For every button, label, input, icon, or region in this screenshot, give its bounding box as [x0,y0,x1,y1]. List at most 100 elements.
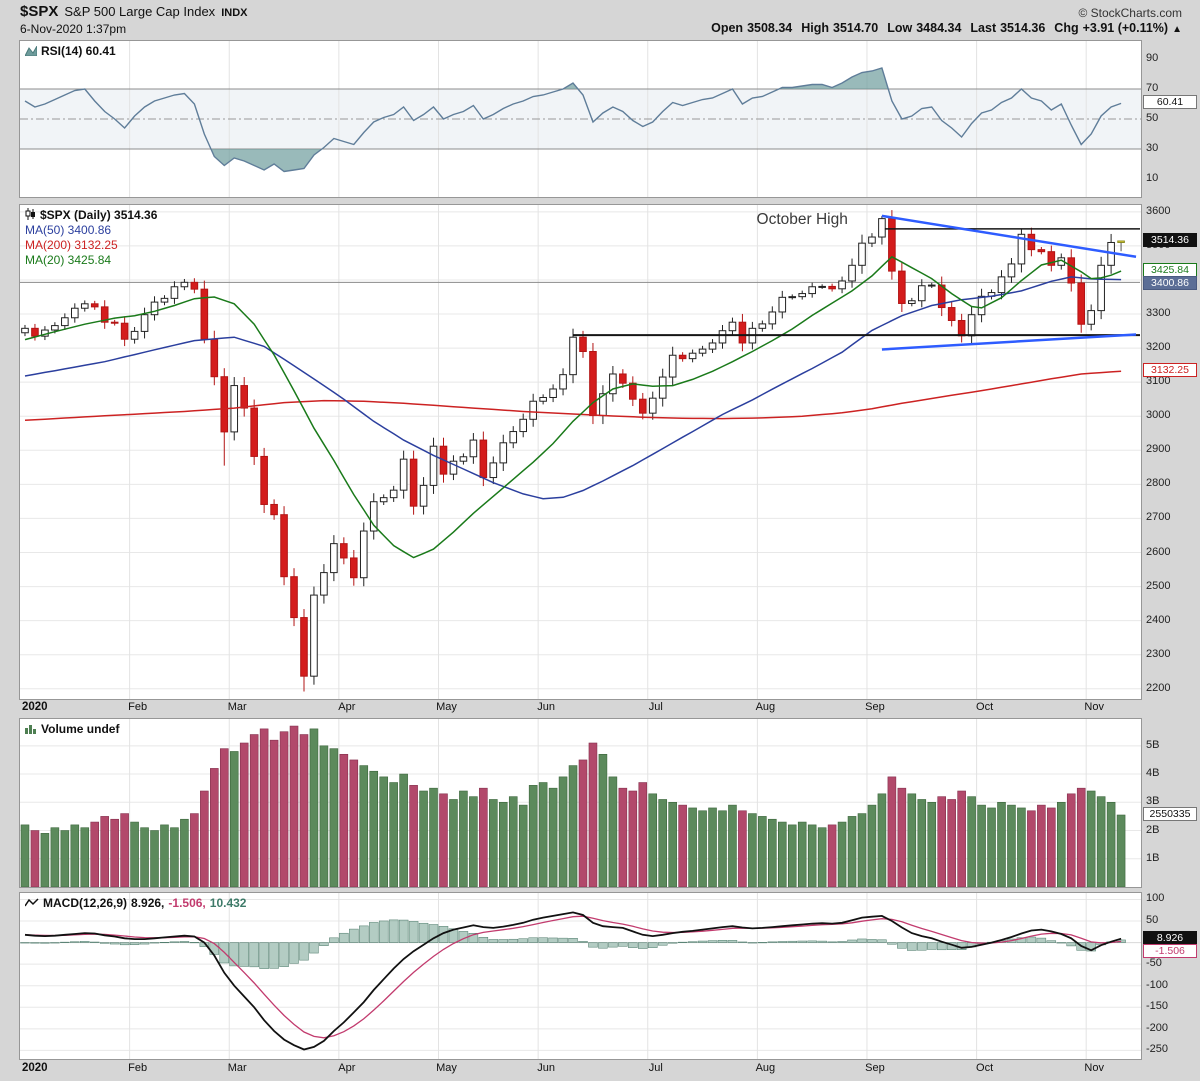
macd-histogram-bar [398,919,409,943]
volume-bar [668,801,677,887]
candle-body [71,307,79,319]
candle-body [359,530,368,579]
macd-legend-name: MACD(12,26,9) [43,896,128,910]
macd-histogram-bar [578,941,588,943]
ma200-line [24,370,1122,422]
x-axis-label: Apr [338,701,356,713]
volume-bar [60,830,70,887]
macd-histogram-bar [867,939,877,943]
macd-histogram-bar [1066,942,1076,947]
ma50-line [24,276,1122,500]
volume-bar [369,770,379,887]
x-axis-label: Feb [128,1062,148,1074]
candle-body [90,303,99,308]
macd-histogram-bar [349,928,359,943]
macd-histogram-bar [538,937,548,943]
x-axis-label: Apr [338,1062,356,1074]
price-plot: October High [20,205,1141,699]
axis-tick-label: 3600 [1146,204,1171,217]
candle-body [848,264,856,282]
candle-body [379,497,388,503]
trendline-lower [881,333,1137,351]
volume-bar [548,787,558,887]
axis-tick-label: -100 [1146,978,1169,991]
quote-last-value: 3514.36 [1000,21,1046,35]
volume-bar [857,813,867,887]
volume-bar [1027,810,1036,887]
quote-open-value: 3508.34 [747,21,793,35]
macd-plot [20,893,1141,1059]
macd-histogram-bar [329,937,339,943]
change-up-arrow-icon: ▲ [1172,24,1182,35]
volume-bar [349,759,359,887]
volume-bar [120,813,129,887]
macd-histogram-bar [1056,942,1067,944]
macd-histogram-bar [30,942,40,944]
candle-body [778,296,787,313]
rsi-plot [20,41,1141,197]
candle-body [917,285,926,302]
volume-bar [429,787,438,887]
candle-body [220,376,229,433]
price-panel: October High $SPX (Daily) 3514.36 MA(50)… [19,204,1142,700]
macd-histogram-bar [20,942,30,944]
macd-histogram-bar [89,941,100,943]
volume-bar [269,739,279,887]
volume-bar [1017,807,1026,887]
volume-bar [419,790,428,887]
stockcharts-credit-link[interactable]: © StockCharts.com [1078,6,1182,20]
volume-bar [30,830,40,887]
candle-body [21,327,29,334]
volume-bar [588,742,598,887]
candle-body [1017,233,1026,265]
volume-bar [787,824,797,887]
candle-body [489,462,498,479]
candle-body [240,385,248,409]
volume-bar [279,731,289,887]
volume-bar [150,830,159,887]
axis-tick-label: 2700 [1146,511,1171,524]
rsi-oversold-fill [24,149,1122,172]
volume-bar [797,821,807,887]
candle-body [160,297,169,303]
macd-histogram-bar [608,942,618,948]
volume-bar [249,734,259,887]
macd-histogram-bar [667,942,678,944]
candle-body [51,325,59,331]
volume-bar [877,793,887,887]
volume-bar [658,799,667,887]
volume-bar [110,818,119,887]
axis-tick-label: 3300 [1146,307,1171,320]
macd-histogram-bar [618,942,628,947]
candle-body [100,306,109,323]
candle-body [718,330,727,344]
candle-body [798,293,807,298]
macd-value: 8.926, [131,896,165,910]
volume-bar [389,782,398,887]
macd-histogram-bar [149,942,160,944]
candle-body [529,400,537,420]
macd-histogram-bar [936,942,947,951]
macd-histogram-bar [707,940,718,943]
candle-body [648,397,657,414]
candle-body [1027,233,1036,251]
macd-histogram-bar [877,939,887,943]
axis-tick-label: -250 [1146,1043,1169,1056]
volume-bar [947,799,956,887]
axis-tick-label: -200 [1146,1021,1169,1034]
macd-histogram-bar [548,937,558,943]
volume-bar [459,790,468,887]
candle-body [908,300,916,304]
volume-bar [678,804,687,887]
candle-body [927,284,936,287]
price-label-signal: -1.506 [1143,943,1197,958]
candle-body [559,374,567,390]
macd-histogram-bar [378,920,389,943]
macd-histogram-bar [757,942,768,944]
candle-body [190,281,199,290]
axis-tick-label: 30 [1146,142,1159,154]
macd-histogram-bar [787,940,797,943]
candle-body [808,286,816,295]
candle-body [838,280,846,290]
volume-bar [20,824,30,887]
